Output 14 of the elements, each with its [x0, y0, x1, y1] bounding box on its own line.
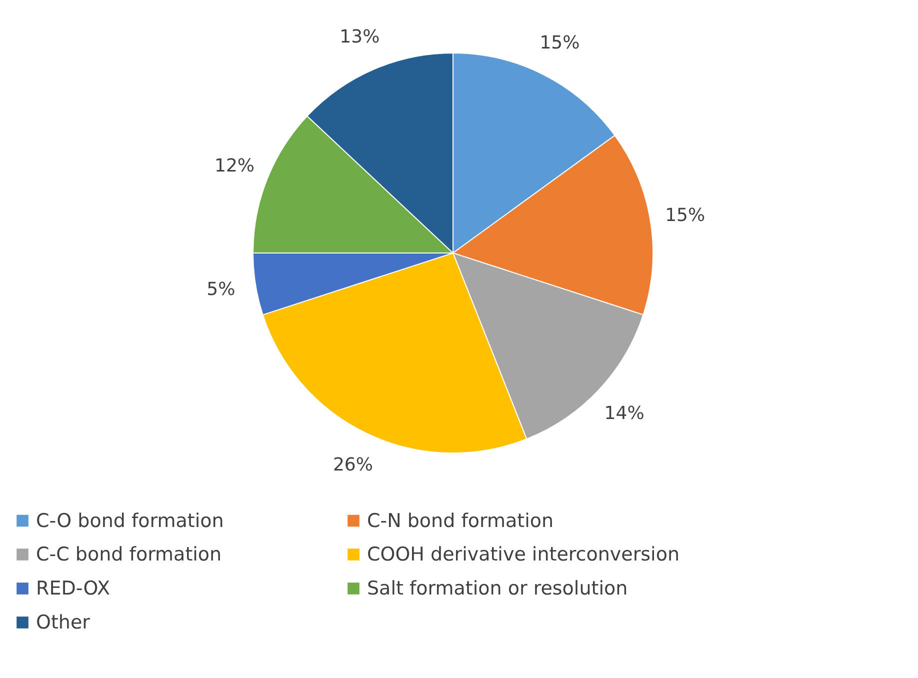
legend-label: C-N bond formation	[367, 510, 554, 532]
legend-label: C-O bond formation	[36, 510, 224, 532]
data-label: 15%	[665, 205, 706, 226]
data-label: 13%	[340, 26, 380, 48]
data-label: 14%	[604, 402, 644, 424]
legend-label: Salt formation or resolution	[367, 578, 628, 600]
legend-label: Other	[36, 612, 90, 634]
data-label: 12%	[214, 155, 255, 176]
legend-label: RED-OX	[36, 578, 110, 600]
data-label: 26%	[332, 454, 373, 476]
legend-label: COOH derivative interconversion	[367, 544, 680, 566]
data-label: 5%	[206, 278, 236, 300]
legend-label: C-C bond formation	[36, 544, 222, 566]
data-label: 15%	[540, 32, 580, 54]
